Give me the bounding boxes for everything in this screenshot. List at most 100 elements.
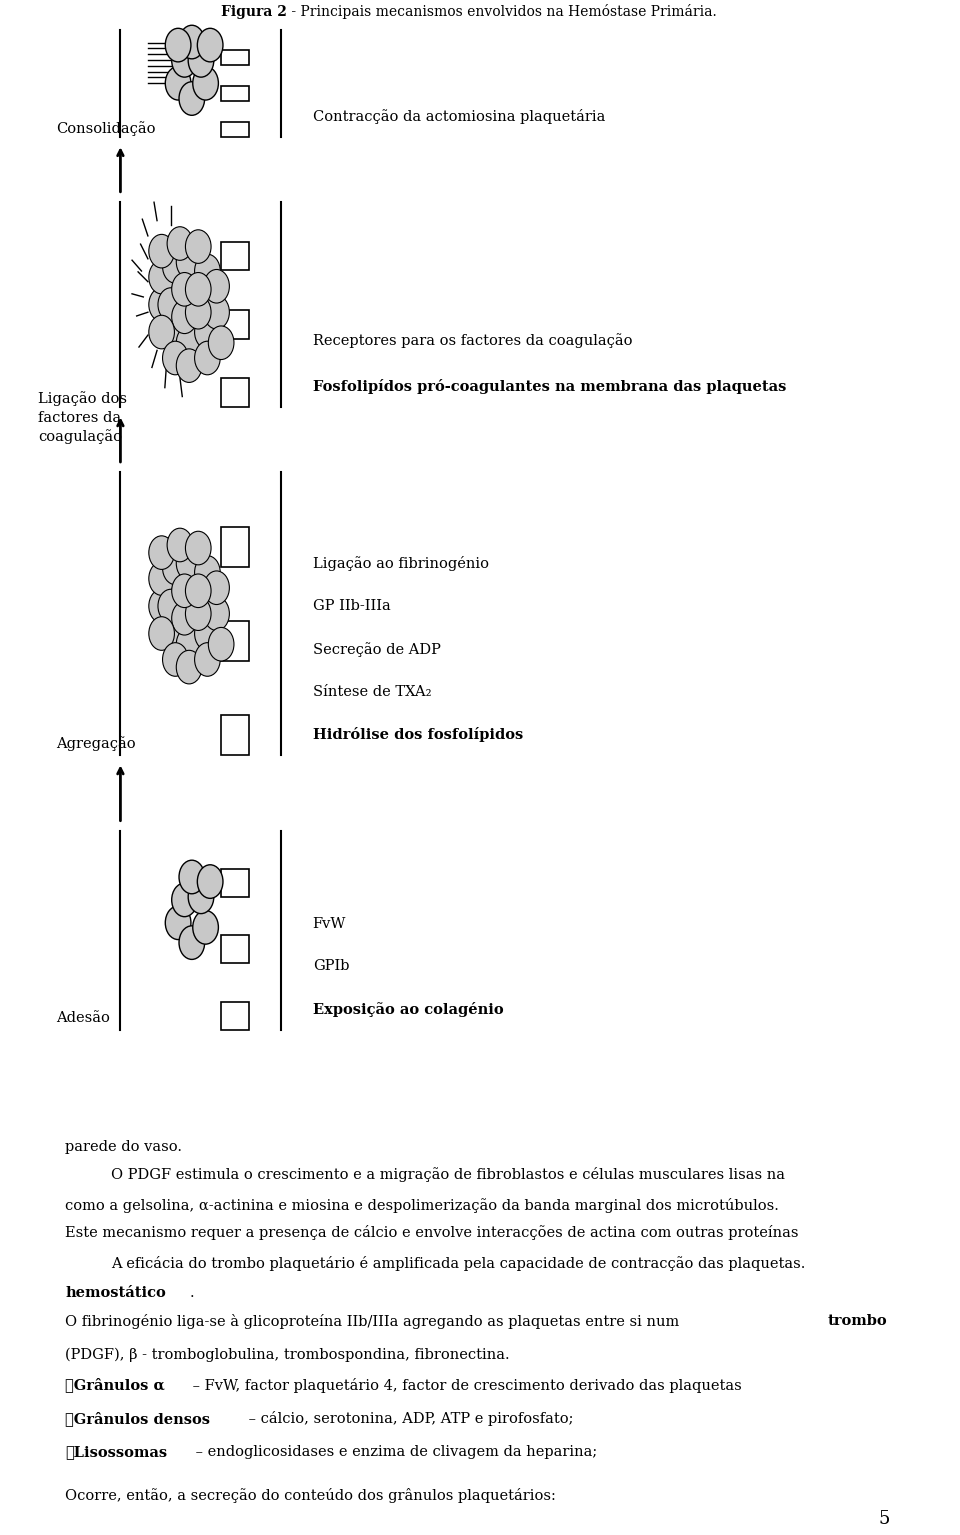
Text: hemostático: hemostático bbox=[65, 1286, 166, 1300]
Ellipse shape bbox=[177, 651, 202, 685]
Ellipse shape bbox=[149, 536, 175, 569]
Text: Fosfolipídos pró-coagulantes na membrana das plaquetas: Fosfolipídos pró-coagulantes na membrana… bbox=[313, 379, 786, 394]
Ellipse shape bbox=[198, 28, 223, 61]
Ellipse shape bbox=[204, 295, 229, 328]
Text: Figura 2: Figura 2 bbox=[221, 5, 287, 18]
FancyBboxPatch shape bbox=[221, 1001, 249, 1030]
Text: Agregação: Agregação bbox=[57, 737, 136, 752]
Ellipse shape bbox=[149, 617, 175, 651]
Text: ➤Lisossomas: ➤Lisossomas bbox=[65, 1444, 168, 1458]
Ellipse shape bbox=[172, 574, 198, 608]
Ellipse shape bbox=[179, 25, 204, 58]
Ellipse shape bbox=[165, 28, 191, 61]
Ellipse shape bbox=[172, 299, 198, 333]
FancyBboxPatch shape bbox=[221, 121, 249, 137]
Text: Adesão: Adesão bbox=[57, 1012, 110, 1025]
Ellipse shape bbox=[185, 230, 211, 264]
Text: trombo: trombo bbox=[828, 1314, 887, 1328]
Text: parede do vaso.: parede do vaso. bbox=[65, 1139, 182, 1153]
Text: GPIb: GPIb bbox=[313, 959, 349, 973]
Ellipse shape bbox=[179, 860, 204, 893]
Ellipse shape bbox=[149, 315, 175, 348]
Ellipse shape bbox=[185, 531, 211, 565]
Ellipse shape bbox=[162, 551, 188, 585]
Text: 5: 5 bbox=[878, 1510, 890, 1529]
Ellipse shape bbox=[193, 910, 218, 944]
Ellipse shape bbox=[179, 81, 204, 115]
Ellipse shape bbox=[158, 589, 183, 623]
Text: O fibrinogénio liga-se à glicoproteína IIb/IIIa agregando as plaquetas entre si : O fibrinogénio liga-se à glicoproteína I… bbox=[65, 1314, 684, 1328]
Text: FvW: FvW bbox=[313, 916, 347, 930]
Text: Ocorre, então, a secreção do conteúdo dos grânulos plaquetários:: Ocorre, então, a secreção do conteúdo do… bbox=[65, 1487, 557, 1503]
Ellipse shape bbox=[165, 906, 191, 939]
Text: – endoglicosidases e enzima de clivagem da heparina;: – endoglicosidases e enzima de clivagem … bbox=[191, 1444, 597, 1458]
FancyBboxPatch shape bbox=[221, 620, 249, 660]
Ellipse shape bbox=[185, 295, 211, 328]
Ellipse shape bbox=[172, 43, 198, 77]
FancyBboxPatch shape bbox=[221, 869, 249, 898]
Ellipse shape bbox=[177, 348, 202, 382]
Text: Hidrólise dos fosfolípidos: Hidrólise dos fosfolípidos bbox=[313, 728, 523, 743]
Ellipse shape bbox=[195, 617, 220, 651]
Text: O PDGF estimula o crescimento e a migração de fibroblastos e células musculares : O PDGF estimula o crescimento e a migraç… bbox=[111, 1167, 785, 1182]
Text: GP IIb-IIIa: GP IIb-IIIa bbox=[313, 599, 391, 612]
Ellipse shape bbox=[165, 66, 191, 100]
Ellipse shape bbox=[158, 287, 183, 321]
Text: (PDGF), β - tromboglobulina, trombospondina, fibronectina.: (PDGF), β - tromboglobulina, trombospond… bbox=[65, 1348, 510, 1362]
Ellipse shape bbox=[167, 528, 193, 562]
Ellipse shape bbox=[179, 926, 204, 959]
Ellipse shape bbox=[162, 250, 188, 284]
Ellipse shape bbox=[149, 261, 175, 293]
Text: como a gelsolina, α-actinina e miosina e despolimerização da banda marginal dos : como a gelsolina, α-actinina e miosina e… bbox=[65, 1197, 780, 1213]
Text: Consolidação: Consolidação bbox=[57, 121, 156, 137]
Ellipse shape bbox=[193, 66, 218, 100]
Text: Secreção de ADP: Secreção de ADP bbox=[313, 642, 441, 657]
Ellipse shape bbox=[162, 643, 188, 677]
Text: Ligação ao fibrinogénio: Ligação ao fibrinogénio bbox=[313, 557, 489, 571]
Text: Síntese de TXA₂: Síntese de TXA₂ bbox=[313, 685, 431, 698]
Text: – FvW, factor plaquetário 4, factor de crescimento derivado das plaquetas: – FvW, factor plaquetário 4, factor de c… bbox=[188, 1377, 742, 1392]
Ellipse shape bbox=[177, 546, 202, 580]
Ellipse shape bbox=[167, 227, 193, 261]
Text: - Principais mecanismos envolvidos na Hemóstase Primária.: - Principais mecanismos envolvidos na He… bbox=[287, 5, 717, 18]
FancyBboxPatch shape bbox=[221, 51, 249, 66]
Text: – cálcio, serotonina, ADP, ATP e pirofosfato;: – cálcio, serotonina, ADP, ATP e pirofos… bbox=[244, 1411, 573, 1426]
Text: Contracção da actomiosina plaquetária: Contracção da actomiosina plaquetária bbox=[313, 109, 605, 124]
Ellipse shape bbox=[204, 270, 229, 302]
Text: A eficácia do trombo plaquetário é amplificada pela capacidade de contracção das: A eficácia do trombo plaquetário é ampli… bbox=[111, 1256, 805, 1271]
Ellipse shape bbox=[177, 325, 202, 359]
Ellipse shape bbox=[149, 562, 175, 596]
Ellipse shape bbox=[162, 341, 188, 375]
FancyBboxPatch shape bbox=[221, 241, 249, 270]
Ellipse shape bbox=[149, 235, 175, 269]
FancyBboxPatch shape bbox=[221, 378, 249, 407]
FancyBboxPatch shape bbox=[221, 310, 249, 339]
Ellipse shape bbox=[185, 273, 211, 305]
Ellipse shape bbox=[195, 255, 220, 287]
Ellipse shape bbox=[149, 589, 175, 623]
Ellipse shape bbox=[208, 628, 234, 662]
Ellipse shape bbox=[204, 571, 229, 605]
Text: Exposição ao colagénio: Exposição ao colagénio bbox=[313, 1002, 503, 1018]
Ellipse shape bbox=[208, 325, 234, 359]
FancyBboxPatch shape bbox=[221, 86, 249, 101]
Text: Este mecanismo requer a presença de cálcio e envolve interacções de actina com o: Este mecanismo requer a presença de cálc… bbox=[65, 1225, 799, 1240]
Ellipse shape bbox=[185, 597, 211, 631]
Ellipse shape bbox=[177, 246, 202, 279]
Text: Ligação dos
factores da
coagulação: Ligação dos factores da coagulação bbox=[38, 391, 127, 445]
Ellipse shape bbox=[188, 43, 214, 77]
Ellipse shape bbox=[162, 617, 188, 651]
Ellipse shape bbox=[185, 574, 211, 608]
FancyBboxPatch shape bbox=[221, 527, 249, 566]
Ellipse shape bbox=[149, 287, 175, 321]
Text: .: . bbox=[189, 1286, 194, 1300]
FancyBboxPatch shape bbox=[221, 935, 249, 964]
Ellipse shape bbox=[172, 883, 198, 916]
Ellipse shape bbox=[195, 556, 220, 589]
Ellipse shape bbox=[195, 315, 220, 348]
Ellipse shape bbox=[195, 643, 220, 677]
Ellipse shape bbox=[198, 864, 223, 898]
Ellipse shape bbox=[204, 597, 229, 631]
Ellipse shape bbox=[188, 880, 214, 913]
Text: ➤Grânulos densos: ➤Grânulos densos bbox=[65, 1411, 210, 1426]
